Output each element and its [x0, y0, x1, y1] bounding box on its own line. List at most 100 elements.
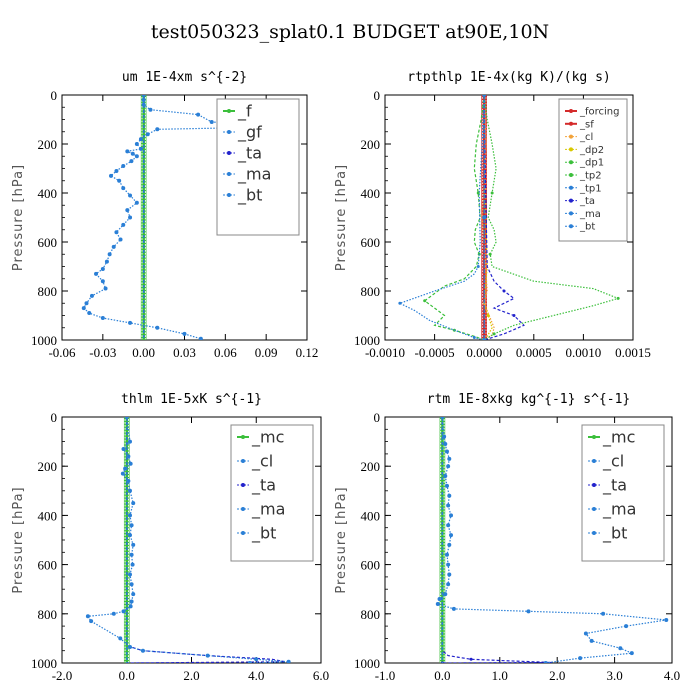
data-point: [437, 597, 442, 602]
x-tick-label: 0.0010: [566, 345, 602, 360]
data-point: [128, 193, 133, 198]
data-point: [198, 336, 203, 340]
legend-label: _tp1: [579, 183, 602, 194]
y-tick-label: 400: [361, 508, 381, 523]
legend: _forcing_sf _cl _dp2 _dp1 _tp2_tp1 _ta _ma _bt: [558, 98, 628, 242]
data-point: [125, 149, 130, 154]
data-point: [127, 572, 132, 577]
legend-box: [581, 424, 665, 562]
legend-marker: [569, 134, 573, 139]
data-point: [449, 533, 454, 538]
data-point: [114, 230, 119, 235]
x-tick-label: 0.0015: [615, 345, 651, 360]
legend-marker: [227, 172, 231, 176]
y-tick-label: 200: [38, 459, 58, 474]
legend-marker: [569, 224, 573, 229]
data-point: [138, 137, 143, 142]
legend-label: _sf: [579, 119, 594, 130]
legend-label: _dp2: [579, 145, 604, 156]
legend-marker: [241, 459, 245, 463]
y-axis-label: Pressure [hPa]: [334, 486, 349, 593]
data-point: [182, 331, 187, 336]
legend-marker: [569, 121, 573, 126]
plot-area: [398, 95, 620, 340]
data-point: [100, 279, 105, 284]
legend-marker: [241, 483, 245, 487]
y-tick-label: 1000: [354, 333, 380, 348]
y-tick-label: 200: [361, 459, 381, 474]
x-tick-label: 2.0: [183, 668, 199, 683]
panel-thlm: thlm 1E-5xK s^{-1} Pressure [hPa] 0 200 400 6…: [11, 392, 329, 683]
data-point: [140, 648, 145, 653]
y-tick-label: 400: [38, 508, 58, 523]
data-point: [141, 102, 146, 107]
data-point: [127, 645, 132, 650]
data-point: [482, 95, 487, 97]
data-point: [492, 332, 496, 336]
panel-rtpthlp: rtpthlp 1E-4x(kg K)/(kg s) Pressure [hPa]…: [334, 70, 651, 360]
legend-marker: [227, 151, 231, 155]
legend-label: _cl: [251, 452, 273, 472]
data-point: [435, 601, 440, 606]
legend-marker: [569, 185, 573, 190]
data-point: [196, 112, 201, 117]
x-tick-label: 2.0: [549, 668, 565, 683]
data-point: [624, 624, 629, 629]
data-point: [114, 168, 119, 173]
y-tick-label: 800: [361, 607, 381, 622]
panel-um: um 1E-4xm s^{-2} Pressure [hPa] 0 200 400 600…: [11, 70, 318, 360]
panel-title: rtm 1E-8xkg kg^{-1} s^{-1}: [427, 392, 631, 407]
data-point: [111, 244, 116, 249]
x-tick-label: 0.03: [173, 345, 196, 360]
x-tick-label: 0.09: [255, 345, 278, 360]
data-point: [84, 301, 89, 306]
data-point: [120, 471, 125, 476]
x-tick-label: 6.0: [313, 668, 329, 683]
data-point: [444, 552, 449, 557]
data-point: [126, 478, 131, 483]
data-point: [127, 513, 132, 518]
x-tick-label: 4.0: [248, 668, 264, 683]
legend-label: _bt: [237, 186, 262, 206]
series-line: [483, 95, 620, 340]
x-tick-label: 0.00: [132, 345, 155, 360]
legend-marker: [241, 531, 245, 535]
data-point: [543, 661, 548, 663]
data-point: [583, 631, 588, 636]
legend-label: _cl: [602, 452, 624, 472]
legend-label: _mc: [251, 428, 284, 448]
series-line: [398, 95, 485, 340]
data-point: [81, 306, 86, 311]
series-line: [441, 417, 552, 663]
data-point: [100, 266, 105, 271]
x-tick-label: 0.06: [214, 345, 237, 360]
y-tick-label: 600: [38, 558, 58, 573]
series-line: [423, 95, 485, 340]
data-point: [141, 97, 146, 102]
data-point: [444, 483, 449, 488]
data-point: [446, 523, 451, 528]
legend-marker: [227, 193, 231, 197]
data-point: [482, 215, 487, 220]
legend-marker: [227, 130, 231, 134]
data-point: [664, 617, 669, 622]
legend-marker: [569, 198, 573, 203]
data-point: [109, 173, 113, 178]
data-point: [124, 417, 129, 419]
x-tick-label: -0.06: [48, 345, 76, 360]
data-point: [129, 159, 134, 164]
data-point: [104, 259, 109, 264]
data-point: [247, 661, 252, 663]
data-point: [398, 301, 402, 305]
data-point: [129, 552, 134, 557]
data-point: [155, 127, 160, 132]
legend-label: _dp1: [579, 158, 604, 169]
data-point: [118, 237, 123, 242]
x-tick-label: -1.0: [375, 668, 396, 683]
data-point: [254, 657, 259, 662]
data-point: [155, 325, 160, 330]
legend-marker: [227, 109, 231, 113]
data-point: [100, 315, 105, 320]
data-point: [126, 454, 131, 459]
x-tick-label: 0.0005: [516, 345, 552, 360]
